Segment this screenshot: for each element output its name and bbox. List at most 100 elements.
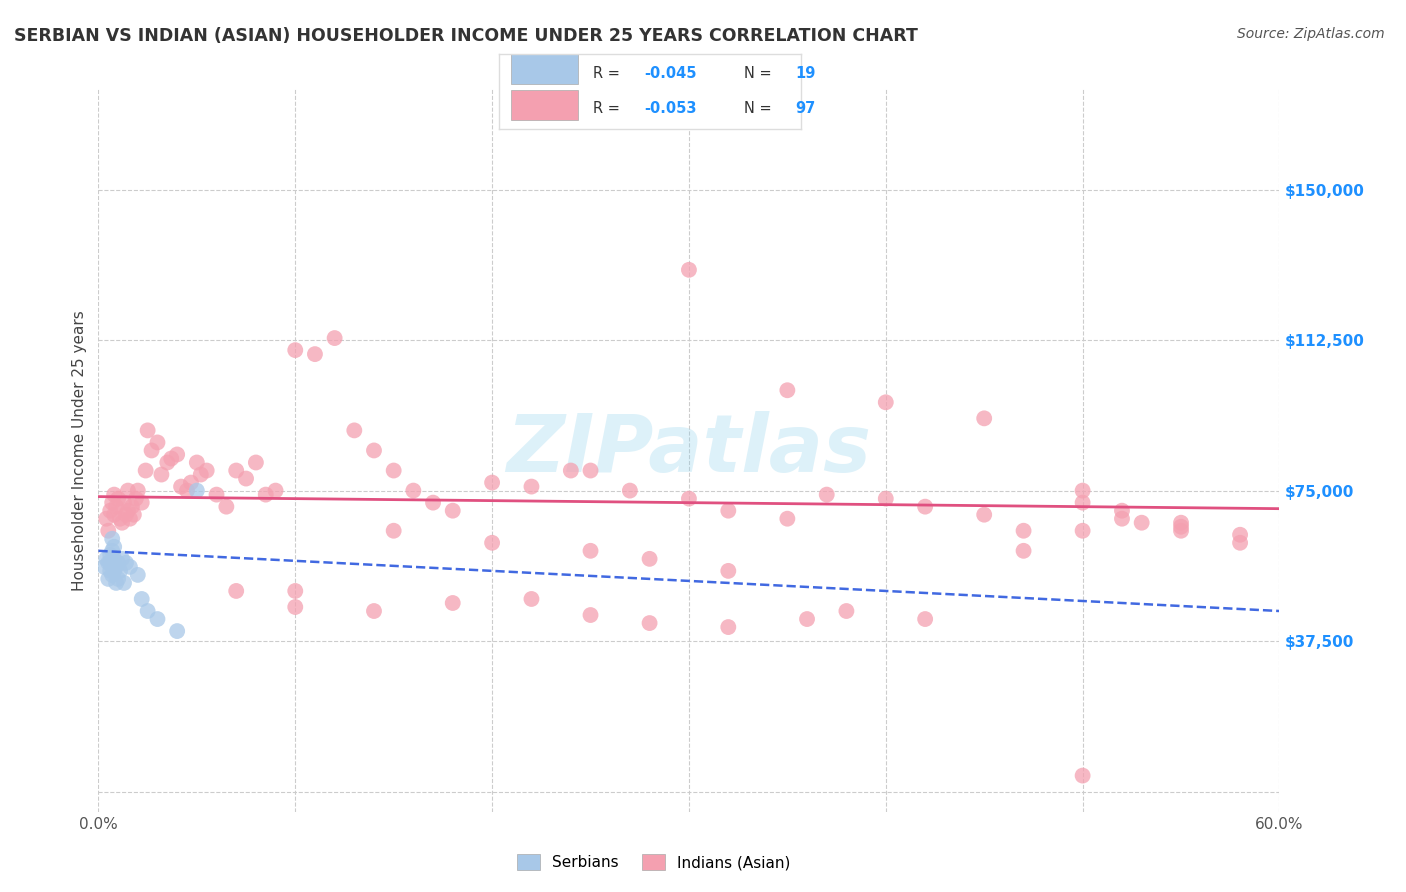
Point <box>579 608 602 623</box>
Point <box>225 464 247 478</box>
Point <box>235 471 257 485</box>
Point <box>796 612 818 626</box>
Point <box>96 511 118 525</box>
Point <box>112 576 135 591</box>
Text: Source: ZipAtlas.com: Source: ZipAtlas.com <box>1237 27 1385 41</box>
Point <box>107 556 129 570</box>
Point <box>146 612 169 626</box>
Point <box>156 455 179 469</box>
Point <box>776 511 799 525</box>
Point <box>108 511 131 525</box>
Point <box>520 480 543 494</box>
Point <box>717 503 740 517</box>
Point <box>103 551 125 566</box>
Point <box>190 467 212 482</box>
Point <box>105 576 128 591</box>
Point <box>101 567 124 582</box>
Point <box>108 564 131 578</box>
Point <box>115 556 138 570</box>
Point <box>112 495 135 509</box>
Point <box>101 556 124 570</box>
Point <box>678 262 700 277</box>
Point <box>98 548 121 562</box>
Point <box>560 464 582 478</box>
Point <box>1111 511 1133 525</box>
Text: SERBIAN VS INDIAN (ASIAN) HOUSEHOLDER INCOME UNDER 25 YEARS CORRELATION CHART: SERBIAN VS INDIAN (ASIAN) HOUSEHOLDER IN… <box>14 27 918 45</box>
Point <box>363 443 385 458</box>
Point <box>481 475 503 490</box>
Point <box>1071 483 1094 498</box>
Point <box>103 564 125 578</box>
Point <box>215 500 238 514</box>
Point <box>914 500 936 514</box>
Point <box>1170 516 1192 530</box>
Point <box>118 511 141 525</box>
Point <box>441 596 464 610</box>
Point <box>117 503 139 517</box>
Point <box>638 551 661 566</box>
Point <box>97 524 120 538</box>
Point <box>776 384 799 398</box>
Point <box>1229 535 1251 549</box>
Point <box>186 483 208 498</box>
Point <box>717 620 740 634</box>
Point <box>176 483 198 498</box>
Point <box>205 487 228 501</box>
Point <box>1111 503 1133 517</box>
Point <box>107 572 129 586</box>
Point <box>284 599 307 614</box>
Point <box>117 483 139 498</box>
Point <box>717 564 740 578</box>
Point <box>131 495 153 509</box>
Text: R =: R = <box>593 102 624 116</box>
Point <box>343 423 366 437</box>
Point <box>579 543 602 558</box>
Point <box>678 491 700 506</box>
Point <box>1229 527 1251 541</box>
Point <box>97 572 120 586</box>
Point <box>973 411 995 425</box>
Point <box>107 491 129 506</box>
Point <box>441 503 464 517</box>
Point <box>125 491 148 506</box>
Text: 97: 97 <box>796 102 815 116</box>
Point <box>98 564 121 578</box>
Point <box>638 615 661 630</box>
Bar <box>512 54 578 84</box>
Point <box>1130 516 1153 530</box>
Point <box>105 560 128 574</box>
Point <box>135 464 157 478</box>
Point <box>1170 519 1192 533</box>
Point <box>284 343 307 357</box>
Point <box>835 604 858 618</box>
Text: -0.053: -0.053 <box>644 102 697 116</box>
Point <box>122 508 145 522</box>
Point <box>180 475 202 490</box>
Point <box>131 592 153 607</box>
Point <box>146 435 169 450</box>
Legend: Serbians, Indians (Asian): Serbians, Indians (Asian) <box>510 848 796 876</box>
Point <box>103 508 125 522</box>
Point <box>98 503 121 517</box>
Text: N =: N = <box>744 102 776 116</box>
Point <box>166 624 188 639</box>
Point <box>1071 495 1094 509</box>
Point <box>118 560 141 574</box>
Point <box>284 583 307 598</box>
Point <box>98 556 121 570</box>
Point <box>875 491 897 506</box>
Point <box>101 532 124 546</box>
Point <box>136 604 159 618</box>
Text: 19: 19 <box>796 67 815 81</box>
Point <box>402 483 425 498</box>
Point <box>195 464 218 478</box>
Point <box>127 483 149 498</box>
Point <box>186 455 208 469</box>
Point <box>103 487 125 501</box>
Point <box>111 551 134 566</box>
Point <box>254 487 277 501</box>
Point <box>1071 769 1094 783</box>
Point <box>93 560 115 574</box>
Point <box>914 612 936 626</box>
Point <box>382 524 405 538</box>
